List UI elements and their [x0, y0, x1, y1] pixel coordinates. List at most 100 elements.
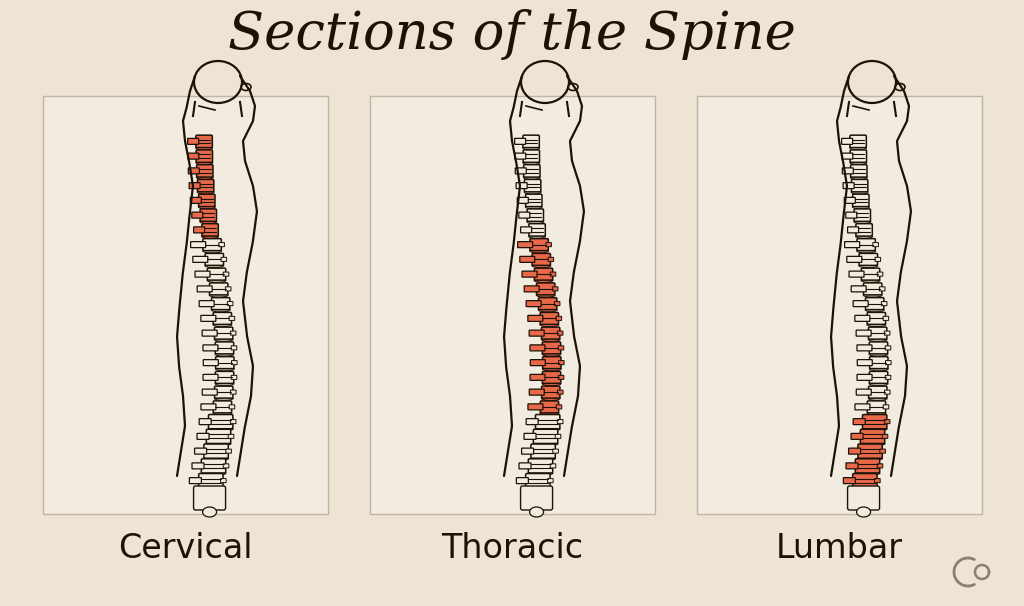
Ellipse shape	[543, 367, 561, 371]
FancyBboxPatch shape	[370, 96, 654, 514]
FancyBboxPatch shape	[878, 272, 883, 276]
FancyBboxPatch shape	[885, 346, 891, 350]
FancyBboxPatch shape	[516, 478, 528, 484]
FancyBboxPatch shape	[869, 371, 888, 384]
Ellipse shape	[525, 205, 543, 209]
FancyBboxPatch shape	[874, 258, 881, 261]
FancyBboxPatch shape	[874, 479, 881, 482]
FancyBboxPatch shape	[215, 371, 233, 384]
FancyBboxPatch shape	[525, 473, 550, 488]
Ellipse shape	[213, 322, 231, 327]
FancyBboxPatch shape	[850, 135, 866, 148]
Ellipse shape	[542, 396, 560, 401]
Text: Thoracic: Thoracic	[441, 532, 583, 565]
Ellipse shape	[528, 471, 553, 475]
FancyBboxPatch shape	[228, 435, 233, 438]
FancyBboxPatch shape	[519, 212, 529, 218]
FancyBboxPatch shape	[225, 287, 231, 291]
FancyBboxPatch shape	[204, 444, 228, 458]
FancyBboxPatch shape	[229, 405, 234, 409]
FancyBboxPatch shape	[530, 375, 545, 381]
FancyBboxPatch shape	[194, 227, 205, 233]
FancyBboxPatch shape	[846, 463, 858, 469]
Ellipse shape	[203, 249, 221, 253]
Ellipse shape	[201, 471, 226, 475]
Ellipse shape	[535, 278, 553, 282]
Ellipse shape	[850, 146, 866, 150]
FancyBboxPatch shape	[558, 346, 564, 350]
FancyBboxPatch shape	[527, 209, 544, 221]
Ellipse shape	[526, 219, 544, 224]
FancyBboxPatch shape	[882, 302, 887, 305]
FancyBboxPatch shape	[844, 478, 855, 484]
FancyBboxPatch shape	[553, 449, 558, 453]
FancyBboxPatch shape	[554, 302, 560, 305]
FancyBboxPatch shape	[883, 435, 888, 438]
FancyBboxPatch shape	[842, 153, 853, 159]
Ellipse shape	[206, 442, 231, 446]
Ellipse shape	[204, 456, 228, 461]
FancyBboxPatch shape	[557, 390, 563, 394]
FancyBboxPatch shape	[524, 286, 540, 292]
FancyBboxPatch shape	[869, 357, 888, 368]
FancyBboxPatch shape	[220, 479, 226, 482]
FancyBboxPatch shape	[207, 268, 225, 280]
FancyBboxPatch shape	[198, 286, 212, 292]
FancyBboxPatch shape	[187, 153, 199, 159]
FancyBboxPatch shape	[880, 449, 886, 453]
FancyBboxPatch shape	[213, 312, 231, 324]
Ellipse shape	[541, 338, 560, 341]
Ellipse shape	[199, 205, 215, 209]
FancyBboxPatch shape	[853, 473, 878, 488]
FancyBboxPatch shape	[529, 389, 545, 395]
FancyBboxPatch shape	[216, 357, 234, 368]
Ellipse shape	[540, 322, 559, 327]
Ellipse shape	[860, 442, 885, 446]
FancyBboxPatch shape	[550, 464, 556, 468]
FancyBboxPatch shape	[848, 486, 880, 510]
Ellipse shape	[213, 411, 232, 415]
FancyBboxPatch shape	[845, 198, 855, 204]
FancyBboxPatch shape	[853, 301, 868, 307]
FancyBboxPatch shape	[851, 433, 863, 439]
FancyBboxPatch shape	[850, 150, 866, 162]
FancyBboxPatch shape	[528, 404, 543, 410]
FancyBboxPatch shape	[199, 301, 214, 307]
Ellipse shape	[856, 235, 872, 238]
FancyBboxPatch shape	[845, 242, 859, 248]
FancyBboxPatch shape	[523, 150, 540, 162]
FancyBboxPatch shape	[226, 449, 231, 453]
FancyBboxPatch shape	[520, 256, 535, 262]
FancyBboxPatch shape	[529, 330, 544, 336]
Ellipse shape	[868, 338, 887, 341]
Ellipse shape	[211, 308, 230, 312]
Ellipse shape	[859, 264, 878, 268]
FancyBboxPatch shape	[43, 96, 328, 514]
FancyBboxPatch shape	[878, 464, 883, 468]
Ellipse shape	[214, 338, 233, 341]
FancyBboxPatch shape	[519, 463, 531, 469]
FancyBboxPatch shape	[863, 283, 882, 295]
FancyBboxPatch shape	[867, 401, 886, 413]
FancyBboxPatch shape	[546, 242, 552, 247]
FancyBboxPatch shape	[227, 302, 232, 305]
FancyBboxPatch shape	[189, 478, 202, 484]
FancyBboxPatch shape	[210, 283, 228, 295]
FancyBboxPatch shape	[857, 345, 872, 351]
FancyBboxPatch shape	[843, 168, 853, 174]
Ellipse shape	[863, 293, 883, 297]
FancyBboxPatch shape	[865, 298, 884, 310]
Ellipse shape	[537, 293, 555, 297]
FancyBboxPatch shape	[855, 404, 870, 410]
Ellipse shape	[861, 278, 880, 282]
FancyBboxPatch shape	[528, 459, 553, 473]
FancyBboxPatch shape	[197, 150, 213, 162]
FancyBboxPatch shape	[520, 486, 553, 510]
FancyBboxPatch shape	[198, 179, 214, 192]
FancyBboxPatch shape	[856, 389, 871, 395]
FancyBboxPatch shape	[885, 375, 891, 379]
FancyBboxPatch shape	[861, 268, 880, 280]
FancyBboxPatch shape	[527, 315, 543, 321]
FancyBboxPatch shape	[202, 330, 217, 336]
FancyBboxPatch shape	[847, 256, 862, 262]
